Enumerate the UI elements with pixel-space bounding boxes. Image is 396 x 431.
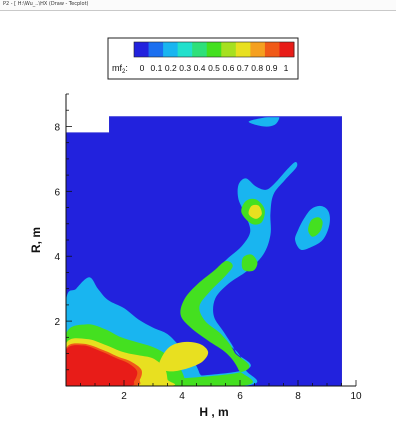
colorbar-tick-label: 0.5 (208, 63, 220, 73)
x-tick-label: 8 (295, 391, 301, 402)
colorbar-tick-label: 0.1 (150, 63, 162, 73)
contour-region (66, 260, 253, 386)
colorbar-swatch (148, 42, 164, 57)
colorbar-swatch (221, 42, 237, 57)
colorbar-tick-label: 0.8 (251, 63, 263, 73)
colorbar-swatch (279, 42, 295, 57)
contour-region (308, 217, 323, 237)
y-tick-label: 6 (54, 187, 60, 198)
colorbar-tick-label: 0.9 (266, 63, 278, 73)
x-tick-label: 10 (350, 391, 362, 402)
contour-region (248, 116, 280, 127)
colorbar-label-main: mf (112, 63, 122, 73)
colorbar-swatch (163, 42, 179, 57)
colorbar-swatch (192, 42, 208, 57)
colorbar-swatch-border (133, 41, 295, 58)
x-tick-label: 4 (179, 391, 185, 402)
colorbar-tick-label: 0.7 (237, 63, 249, 73)
colorbar-swatch (177, 42, 193, 57)
colorbar-tick-label: 0.6 (222, 63, 234, 73)
contour-region (241, 254, 258, 272)
x-tick-label: 6 (237, 391, 243, 402)
colorbar-legend: 0 0.1 0.2 0.3 0.4 0.5 0.6 0.7 0.8 0.9 1 mf2: (107, 37, 299, 80)
colorbar-tick-label: 0.2 (165, 63, 177, 73)
colorbar-tick-label: 0.4 (194, 63, 206, 73)
mass-fraction-field (66, 116, 342, 386)
colorbar-swatch (206, 42, 222, 57)
contour-region (248, 204, 262, 219)
colorbar-swatch (250, 42, 266, 57)
x-tick-label: 2 (121, 391, 127, 402)
colorbar-label-subscript: 2 (122, 69, 126, 75)
colorbar-label: mf2: (112, 63, 128, 75)
y-tick-label: 8 (54, 122, 60, 133)
x-axis-label: H , m (199, 405, 228, 419)
contour-region (66, 162, 298, 386)
colorbar-swatch (264, 42, 280, 57)
colorbar-tick-label: 0 (140, 63, 145, 73)
colorbar-swatch (134, 42, 150, 57)
window-title: P2 - [ H:\Wu_..\HX (Draw - Tecplot) (3, 1, 89, 7)
window-title-bar: P2 - [ H:\Wu_..\HX (Draw - Tecplot) (0, 0, 396, 11)
colorbar-tick-label: 1 (284, 63, 289, 73)
axes: 2 4 6 8 10 2 4 6 8 (54, 93, 362, 402)
y-tick-label: 2 (54, 317, 60, 328)
contour-region (66, 345, 138, 386)
y-axis-label: R, m (29, 227, 43, 253)
contour-level-10 (66, 345, 138, 386)
contour-region (158, 341, 209, 372)
colorbar-tick-label: 0.3 (179, 63, 191, 73)
y-tick-label: 4 (54, 252, 60, 263)
colorbar-swatch (235, 42, 251, 57)
